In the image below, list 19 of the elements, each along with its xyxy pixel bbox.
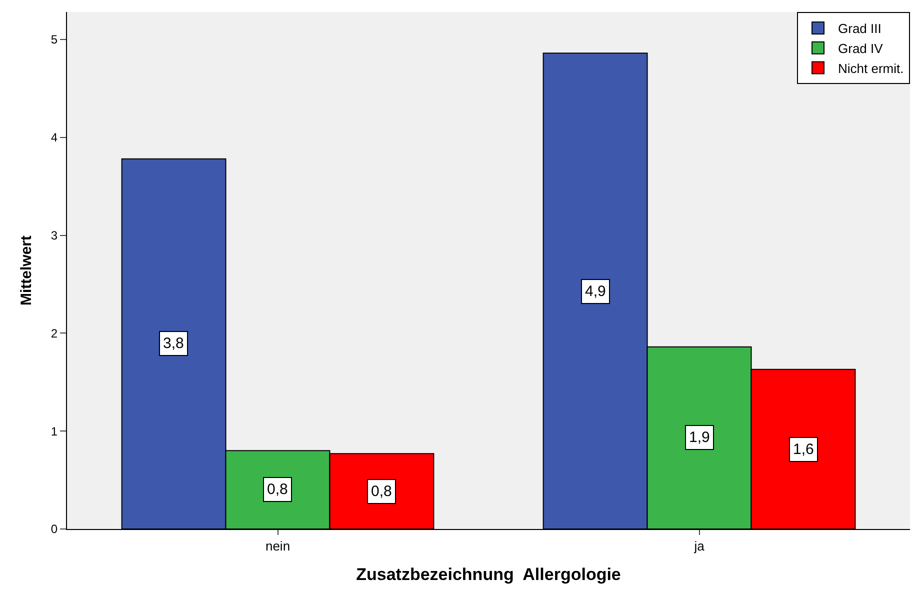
legend-label: Grad III bbox=[838, 21, 882, 36]
legend-label: Grad IV bbox=[838, 40, 884, 56]
y-tick-label: 3 bbox=[50, 228, 58, 242]
data-label: 4,9 bbox=[585, 283, 606, 300]
legend-label: Nicht ermit. bbox=[838, 60, 904, 76]
x-tick-label: ja bbox=[693, 538, 706, 554]
x-axis-title: Zusatzbezeichnung Allergologie bbox=[356, 565, 621, 584]
y-axis-title: Mittelwert bbox=[18, 235, 36, 306]
data-label: 0,8 bbox=[371, 483, 392, 500]
data-label: 1,6 bbox=[793, 441, 814, 458]
data-label: 0,8 bbox=[267, 481, 288, 498]
x-tick-label: nein bbox=[265, 538, 290, 554]
y-tick-label: 1 bbox=[50, 424, 58, 438]
data-label: 3,8 bbox=[163, 335, 184, 352]
y-tick-label: 4 bbox=[50, 130, 58, 145]
data-label: 1,9 bbox=[689, 429, 710, 446]
y-tick-label: 5 bbox=[50, 32, 58, 47]
y-tick-label: 0 bbox=[50, 522, 58, 536]
y-tick-label: 2 bbox=[50, 326, 58, 340]
